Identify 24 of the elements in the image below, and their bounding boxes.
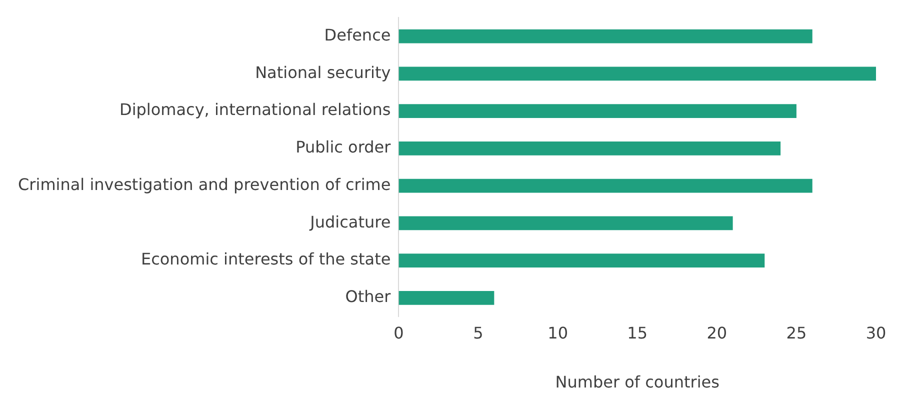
y-tick-label: Criminal investigation and prevention of crime [18, 174, 391, 194]
bar [398, 29, 812, 44]
y-tick-label: Judicature [309, 212, 391, 232]
x-tick-label: 0 [394, 323, 404, 342]
y-tick-label: Defence [324, 25, 391, 44]
y-tick-label: Diplomacy, international relations [119, 100, 391, 120]
x-tick-label: 10 [548, 323, 568, 342]
x-tick-label: 20 [706, 323, 728, 342]
bar [398, 104, 796, 118]
bar [398, 178, 812, 193]
bar [398, 254, 765, 268]
x-tick-label: 5 [473, 323, 484, 342]
x-tick-label: 25 [786, 323, 807, 342]
x-tick-label: 30 [866, 323, 886, 342]
y-tick-label: Economic interests of the state [140, 250, 391, 269]
x-tick-label: 15 [627, 323, 648, 342]
y-tick-label: Other [345, 287, 392, 306]
y-tick-label: Public order [296, 138, 392, 157]
bar [398, 291, 494, 305]
x-axis-title: Number of countries [555, 372, 720, 392]
bar [398, 66, 876, 81]
bar [398, 142, 781, 156]
y-tick-label: National security [255, 62, 391, 82]
bar [398, 216, 733, 230]
